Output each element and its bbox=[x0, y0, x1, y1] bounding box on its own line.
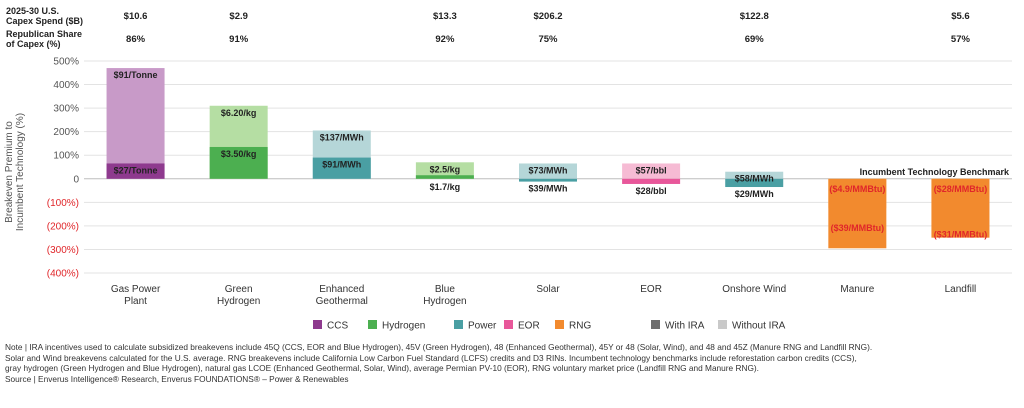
legend-swatch bbox=[313, 320, 322, 329]
legend-label: RNG bbox=[569, 321, 591, 332]
share-row-label: of Capex (%) bbox=[6, 39, 61, 49]
label-with-ira: $1.7/kg bbox=[430, 182, 461, 192]
bar-with-ira bbox=[931, 178, 990, 238]
bar-without-ira bbox=[519, 163, 577, 179]
category-label: Solar bbox=[536, 284, 560, 295]
header-labels: 2025-30 U.S.Capex Spend ($B) Republican S… bbox=[6, 6, 971, 49]
category-label: Gas Power bbox=[111, 284, 161, 295]
bar-with-ira bbox=[106, 163, 165, 179]
legend-swatch bbox=[368, 320, 377, 329]
footnote-breakevens: Solar and Wind breakevens calculated for… bbox=[5, 352, 857, 363]
capex-value: $5.6 bbox=[951, 11, 970, 22]
label-without-ira: $58/MWh bbox=[735, 174, 774, 184]
bar-without-ira bbox=[622, 163, 681, 179]
capex-value: $10.6 bbox=[124, 11, 148, 22]
category-label: Plant bbox=[124, 296, 147, 307]
bar-with-ira bbox=[725, 178, 784, 188]
y-tick-label: 400% bbox=[53, 80, 79, 91]
capex-row-label: 2025-30 U.S. bbox=[6, 6, 59, 16]
y-tick-label: 100% bbox=[53, 151, 79, 162]
capex-value: $13.3 bbox=[433, 11, 457, 22]
bar-without-ira bbox=[106, 68, 165, 179]
category-label: Geothermal bbox=[316, 296, 368, 307]
label-with-ira: ($31/MMBtu) bbox=[934, 230, 988, 240]
y-tick-label: (400%) bbox=[47, 269, 79, 280]
capex-value: $2.9 bbox=[229, 11, 248, 22]
bar-without-ira bbox=[415, 162, 474, 179]
category-label: Manure bbox=[840, 284, 874, 295]
legend-swatch bbox=[504, 320, 513, 329]
legend-label: CCS bbox=[327, 321, 348, 332]
y-tick-label: 200% bbox=[53, 127, 79, 138]
legend-swatch bbox=[651, 320, 660, 329]
capex-value: $122.8 bbox=[740, 11, 769, 22]
category-label: Hydrogen bbox=[423, 296, 466, 307]
legend-swatch bbox=[555, 320, 564, 329]
label-with-ira: $28/bbl bbox=[636, 186, 667, 196]
y-tick-label: 300% bbox=[53, 104, 79, 115]
axes: 500% 400% 300% 200% 100% 0 (100%) (200%) (300%) (… bbox=[4, 57, 976, 308]
legend-swatch bbox=[718, 320, 727, 329]
label-without-ira: ($4.9/MMBtu) bbox=[829, 184, 885, 194]
y-axis-title: Incumbent Technology (%) bbox=[15, 113, 26, 231]
category-label: Onshore Wind bbox=[722, 284, 786, 295]
share-value: 69% bbox=[745, 34, 765, 45]
bar-with-ira bbox=[209, 146, 268, 179]
label-with-ira: $3.50/kg bbox=[221, 149, 257, 159]
bar-with-ira bbox=[312, 157, 371, 179]
bar-with-ira bbox=[622, 178, 681, 184]
legend: CCS Hydrogen Power EOR RNG With IRA Without IR… bbox=[313, 320, 786, 332]
bar-with-ira bbox=[415, 175, 474, 179]
y-tick-label: (200%) bbox=[47, 221, 79, 232]
y-tick-label: 0 bbox=[73, 174, 79, 185]
label-with-ira: $91/MWh bbox=[322, 160, 361, 170]
share-value: 86% bbox=[126, 34, 146, 45]
share-value: 91% bbox=[229, 34, 249, 45]
label-with-ira: $29/MWh bbox=[735, 189, 774, 199]
label-without-ira: $91/Tonne bbox=[114, 70, 158, 80]
capex-value: $206.2 bbox=[533, 11, 562, 22]
bar-labels: Incumbent Technology Benchmark $91/Tonne $… bbox=[114, 70, 1010, 240]
footnote-benchmarks: gray hydrogen (Green Hydrogen and Blue H… bbox=[5, 363, 759, 373]
share-value: 57% bbox=[951, 34, 971, 45]
label-with-ira: $27/Tonne bbox=[114, 165, 158, 175]
legend-label: EOR bbox=[518, 321, 540, 332]
category-label: Enhanced bbox=[319, 284, 364, 295]
category-label: Blue bbox=[435, 284, 455, 295]
y-axis-title: Breakeven Premium to bbox=[4, 121, 15, 223]
label-without-ira: $6.20/kg bbox=[221, 108, 257, 118]
legend-label: Power bbox=[468, 321, 497, 332]
label-without-ira: ($28/MMBtu) bbox=[934, 184, 988, 194]
bars bbox=[106, 68, 990, 249]
category-label: Landfill bbox=[945, 284, 977, 295]
label-without-ira: $57/bbl bbox=[636, 165, 667, 175]
y-tick-label: (100%) bbox=[47, 198, 79, 209]
capex-row-label: Capex Spend ($B) bbox=[6, 16, 83, 26]
legend-swatch bbox=[454, 320, 463, 329]
footnote-note: Note | IRA incentives used to calculate … bbox=[5, 342, 873, 352]
share-value: 92% bbox=[435, 34, 455, 45]
legend-label: With IRA bbox=[665, 321, 705, 332]
label-with-ira: ($39/MMBtu) bbox=[831, 223, 885, 233]
label-with-ira: $39/MWh bbox=[528, 184, 567, 194]
category-label: Hydrogen bbox=[217, 296, 260, 307]
share-value: 75% bbox=[538, 34, 558, 45]
bar-with-ira bbox=[519, 178, 577, 182]
footnote-source: Source | Enverus Intelligence® Research,… bbox=[5, 373, 349, 384]
category-label: EOR bbox=[640, 284, 662, 295]
label-without-ira: $137/MWh bbox=[320, 132, 364, 142]
share-row-label: Republican Share bbox=[6, 29, 82, 39]
label-without-ira: $73/MWh bbox=[528, 165, 567, 175]
legend-label: Without IRA bbox=[732, 321, 786, 332]
y-tick-label: (300%) bbox=[47, 245, 79, 256]
legend-label: Hydrogen bbox=[382, 321, 425, 332]
benchmark-label: Incumbent Technology Benchmark bbox=[860, 167, 1010, 177]
category-label: Green bbox=[225, 284, 253, 295]
bar-without-ira bbox=[725, 171, 784, 179]
label-without-ira: $2.5/kg bbox=[430, 164, 461, 174]
bar-with-ira bbox=[828, 178, 887, 249]
y-tick-label: 500% bbox=[53, 57, 79, 68]
